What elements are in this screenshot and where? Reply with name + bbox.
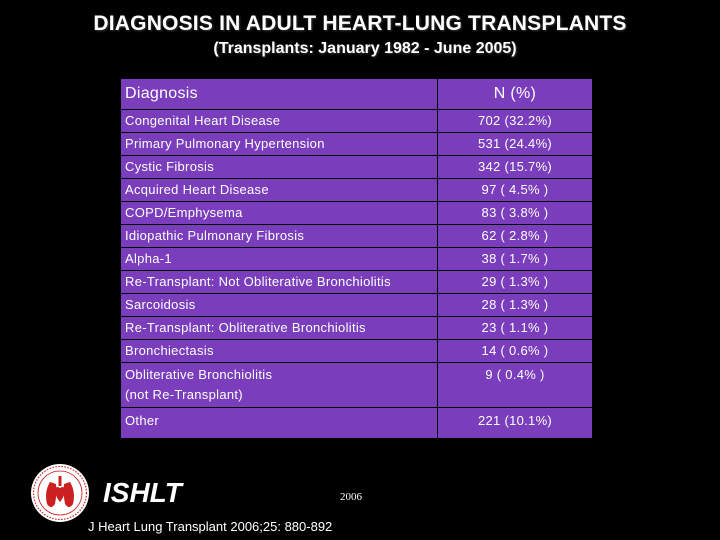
table-row: Sarcoidosis 28 ( 1.3% ) <box>120 293 593 317</box>
diagnosis-cell: Sarcoidosis <box>120 293 438 317</box>
diagnosis-table: Diagnosis N (%) Congenital Heart Disease… <box>120 78 593 439</box>
count-cell: 62 ( 2.8% ) <box>437 224 593 248</box>
diagnosis-cell: Other <box>120 407 438 439</box>
diagnosis-cell: Acquired Heart Disease <box>120 178 438 202</box>
table-row: Other 221 (10.1%) <box>120 407 593 439</box>
count-cell: 29 ( 1.3% ) <box>437 270 593 294</box>
table-row: COPD/Emphysema 83 ( 3.8% ) <box>120 201 593 225</box>
table-row: Alpha-1 38 ( 1.7% ) <box>120 247 593 271</box>
count-cell: 702 (32.2%) <box>437 109 593 133</box>
diagnosis-cell: Obliterative Bronchiolitis (not Re-Transp… <box>120 362 438 408</box>
header-diagnosis: Diagnosis <box>120 78 438 110</box>
table-row: Re-Transplant: Obliterative Bronchioliti… <box>120 316 593 340</box>
brand-name: ISHLT <box>103 477 182 508</box>
citation: J Heart Lung Transplant 2006;25: 880-892 <box>88 519 333 534</box>
count-cell: 28 ( 1.3% ) <box>437 293 593 317</box>
diagnosis-cell: Bronchiectasis <box>120 339 438 363</box>
table-row: Idiopathic Pulmonary Fibrosis 62 ( 2.8% … <box>120 224 593 248</box>
table-row: Obliterative Bronchiolitis (not Re-Transp… <box>120 362 593 408</box>
table-row: Congenital Heart Disease 702 (32.2%) <box>120 109 593 133</box>
count-cell: 9 ( 0.4% ) <box>437 362 593 408</box>
diagnosis-cell: Re-Transplant: Obliterative Bronchioliti… <box>120 316 438 340</box>
count-cell: 38 ( 1.7% ) <box>437 247 593 271</box>
header-n-percent: N (%) <box>437 78 593 110</box>
count-cell: 531 (24.4%) <box>437 132 593 156</box>
table-row: Cystic Fibrosis 342 (15.7%) <box>120 155 593 179</box>
diagnosis-cell: Primary Pulmonary Hypertension <box>120 132 438 156</box>
table-row: Re-Transplant: Not Obliterative Bronchio… <box>120 270 593 294</box>
count-cell: 23 ( 1.1% ) <box>437 316 593 340</box>
table-row: Primary Pulmonary Hypertension 531 (24.4… <box>120 132 593 156</box>
count-cell: 221 (10.1%) <box>437 407 593 439</box>
count-cell: 83 ( 3.8% ) <box>437 201 593 225</box>
slide-title: DIAGNOSIS IN ADULT HEART-LUNG TRANSPLANT… <box>93 12 627 35</box>
diagnosis-cell: COPD/Emphysema <box>120 201 438 225</box>
diagnosis-line-1: Obliterative Bronchiolitis <box>125 367 273 382</box>
slide-subtitle: (Transplants: January 1982 - June 2005) <box>213 40 517 57</box>
diagnosis-cell: Cystic Fibrosis <box>120 155 438 179</box>
table-header-row: Diagnosis N (%) <box>120 78 593 110</box>
count-cell: 14 ( 0.6% ) <box>437 339 593 363</box>
table-row: Bronchiectasis 14 ( 0.6% ) <box>120 339 593 363</box>
diagnosis-line-2: (not Re-Transplant) <box>125 387 243 402</box>
diagnosis-cell: Idiopathic Pulmonary Fibrosis <box>120 224 438 248</box>
diagnosis-cell: Congenital Heart Disease <box>120 109 438 133</box>
ishlt-logo-icon <box>31 464 89 522</box>
count-cell: 342 (15.7%) <box>437 155 593 179</box>
diagnosis-cell: Re-Transplant: Not Obliterative Bronchio… <box>120 270 438 294</box>
count-cell: 97 ( 4.5% ) <box>437 178 593 202</box>
publication-year: 2006 <box>340 491 362 503</box>
table-row: Acquired Heart Disease 97 ( 4.5% ) <box>120 178 593 202</box>
diagnosis-cell: Alpha-1 <box>120 247 438 271</box>
